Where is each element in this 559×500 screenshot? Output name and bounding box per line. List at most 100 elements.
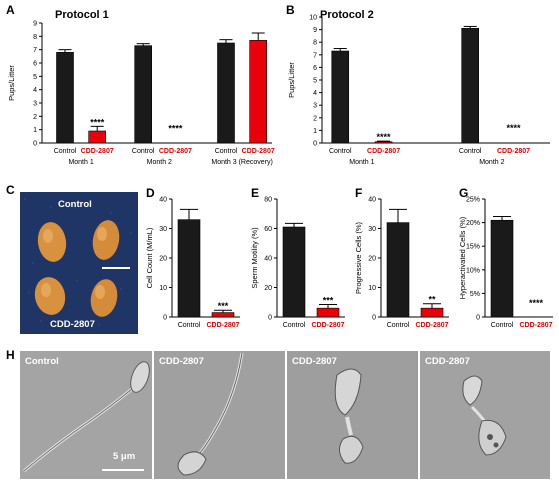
- y-axis-label: Pups/Litter: [287, 62, 296, 98]
- x-category-label: Control: [329, 148, 352, 155]
- x-category-label: Control: [283, 322, 306, 329]
- y-tick-label: 9: [33, 21, 37, 28]
- y-tick-label: 8: [33, 34, 37, 41]
- y-tick-label: 60: [264, 226, 272, 233]
- significance-marker: ***: [323, 295, 334, 305]
- bar: [316, 307, 340, 318]
- bar: [420, 307, 444, 318]
- bar: [282, 226, 306, 318]
- y-tick-label: 4: [33, 87, 37, 94]
- sem-image-treated-3: [420, 351, 550, 479]
- significance-marker: ****: [168, 124, 183, 134]
- scale-label-h: 5 μm: [113, 451, 136, 462]
- sem-label-1: Control: [25, 356, 59, 367]
- y-tick-label: 0: [268, 315, 272, 322]
- group-label: Month 2: [479, 159, 504, 166]
- x-category-label: Control: [215, 148, 238, 155]
- x-category-label: CDD-2807: [159, 148, 192, 155]
- y-tick-label: 3: [313, 103, 317, 110]
- y-tick-label: 0: [163, 315, 167, 322]
- y-tick-label: 30: [159, 226, 167, 233]
- x-category-label: Control: [54, 148, 77, 155]
- chart-panel-g: G 0 5% 10% 15% 20% 25% Hyperactivated Cells (%)…: [458, 186, 553, 329]
- y-tick-label: 10%: [466, 267, 480, 274]
- y-tick-label: 20: [159, 256, 167, 263]
- significance-marker: ****: [377, 132, 392, 142]
- y-tick-label: 20%: [466, 220, 480, 227]
- y-tick-label: 1: [313, 128, 317, 135]
- panel-letter: G: [459, 186, 468, 200]
- sem-label-3: CDD-2807: [292, 356, 337, 367]
- y-tick-label: 1: [33, 127, 37, 134]
- y-tick-label: 7: [313, 52, 317, 59]
- significance-marker: **: [428, 295, 436, 305]
- chart-panel-f: F 0 10 20 30 40 Progressive Cells (%) Control **…: [354, 186, 449, 329]
- x-category-label: Control: [178, 322, 201, 329]
- bar: [88, 130, 106, 144]
- y-tick-label: 9: [313, 27, 317, 34]
- y-tick-label: 0: [476, 315, 480, 322]
- x-category-label: CDD-2807: [415, 322, 448, 329]
- y-tick-label: 5: [313, 78, 317, 85]
- y-tick-label: 10: [309, 15, 317, 22]
- bar: [386, 222, 410, 318]
- significance-marker: ****: [529, 298, 544, 308]
- y-tick-label: 5%: [470, 291, 480, 298]
- y-tick-label: 0: [313, 141, 317, 148]
- y-tick-label: 80: [264, 197, 272, 204]
- panel-letter: F: [355, 186, 362, 200]
- y-tick-label: 0: [33, 141, 37, 148]
- x-category-label: CDD-2807: [519, 322, 552, 329]
- bar: [177, 219, 201, 318]
- chart-panel-d: D 0 10 20 30 40 Cell Count (M/mL) Control *** CDD…: [145, 186, 240, 329]
- chart-panel-e: E 0 20 40 60 80 Sperm Motility (%) Control *** CD…: [250, 186, 345, 329]
- group-label: Month 1: [349, 159, 374, 166]
- chart-panel-a: A Protocol 1 0 1 2 3 4 5 6 7 8 9 Pups/Litter Control *…: [6, 3, 275, 166]
- chart-panel-b: B Protocol 2 0 1 2 3 4 5 6 7 8 9 10 Pups/Litter Contro…: [286, 3, 550, 166]
- significance-marker: ****: [507, 123, 522, 133]
- y-axis-label: Hyperactivated Cells (%): [458, 216, 467, 299]
- bar: [490, 219, 514, 318]
- group-label: Month 1: [68, 159, 93, 166]
- panel-c-letter: C: [6, 183, 15, 197]
- y-tick-label: 40: [159, 197, 167, 204]
- sem-label-2: CDD-2807: [159, 356, 204, 367]
- sem-label-4: CDD-2807: [425, 356, 470, 367]
- group-label: Month 2: [147, 159, 172, 166]
- chart-title: Protocol 2: [320, 9, 374, 21]
- x-category-label: CDD-2807: [81, 148, 114, 155]
- y-tick-label: 10: [159, 285, 167, 292]
- x-category-label: CDD-2807: [497, 148, 530, 155]
- y-axis-label: Cell Count (M/mL): [145, 227, 154, 288]
- y-tick-label: 6: [33, 61, 37, 68]
- significance-marker: ***: [218, 301, 229, 311]
- significance-marker: ****: [90, 117, 105, 127]
- y-axis-label: Progressive Cells (%): [354, 221, 363, 294]
- bar: [249, 40, 267, 144]
- sem-image-treated-2: [287, 351, 418, 479]
- y-tick-label: 10: [368, 285, 376, 292]
- x-category-label: Control: [132, 148, 155, 155]
- panel-letter: D: [146, 186, 155, 200]
- y-tick-label: 5: [33, 74, 37, 81]
- panel-letter: E: [251, 186, 259, 200]
- y-tick-label: 0: [372, 315, 376, 322]
- y-tick-label: 40: [368, 197, 376, 204]
- x-category-label: CDD-2807: [242, 148, 275, 155]
- y-tick-label: 3: [33, 101, 37, 108]
- x-category-label: Control: [387, 322, 410, 329]
- x-category-label: CDD-2807: [206, 322, 239, 329]
- y-tick-label: 6: [313, 65, 317, 72]
- y-tick-label: 30: [368, 226, 376, 233]
- y-tick-label: 15%: [466, 244, 480, 251]
- y-tick-label: 2: [313, 115, 317, 122]
- y-tick-label: 40: [264, 256, 272, 263]
- x-category-label: CDD-2807: [367, 148, 400, 155]
- group-label: Month 3 (Recovery): [211, 159, 272, 166]
- y-tick-label: 4: [313, 90, 317, 97]
- bar: [134, 45, 152, 144]
- testis-photo: [20, 192, 138, 334]
- photo-label-treated: CDD-2807: [50, 319, 95, 330]
- y-tick-label: 7: [33, 47, 37, 54]
- y-tick-label: 20: [368, 256, 376, 263]
